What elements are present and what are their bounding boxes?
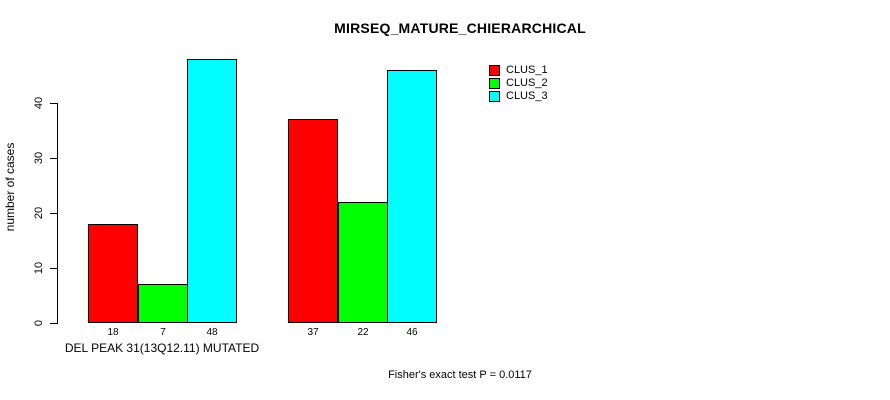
legend-item: CLUS_3 bbox=[489, 90, 548, 103]
legend-item: CLUS_1 bbox=[489, 64, 548, 77]
chart-title: MIRSEQ_MATURE_CHIERARCHICAL bbox=[334, 20, 586, 36]
y-axis-line bbox=[57, 103, 58, 324]
bar-clus_1-group2 bbox=[288, 119, 338, 323]
bar-value-label: 22 bbox=[357, 327, 369, 338]
legend: CLUS_1 CLUS_2 CLUS_3 bbox=[489, 64, 548, 103]
bar-value-label: 37 bbox=[307, 327, 319, 338]
bar-value-label: 46 bbox=[406, 327, 418, 338]
y-axis-tick-label: 40 bbox=[33, 96, 45, 110]
bar-clus_2-group1 bbox=[138, 284, 188, 323]
legend-swatch-icon bbox=[489, 65, 500, 76]
bar-clus_3-group2 bbox=[387, 70, 437, 323]
y-axis-tick-label: 10 bbox=[33, 261, 45, 275]
y-axis-tick bbox=[50, 323, 57, 324]
bar-clus_2-group2 bbox=[338, 202, 388, 323]
y-axis-tick bbox=[50, 268, 57, 269]
y-axis-tick-label: 0 bbox=[33, 319, 45, 327]
legend-label: CLUS_1 bbox=[506, 64, 548, 76]
legend-swatch-icon bbox=[489, 91, 500, 102]
legend-label: CLUS_3 bbox=[506, 90, 548, 102]
y-axis-label: number of cases bbox=[3, 142, 17, 232]
y-axis-tick bbox=[50, 158, 57, 159]
annotation-text: Fisher's exact test P = 0.0117 bbox=[388, 369, 532, 381]
y-axis-tick-label: 30 bbox=[33, 151, 45, 165]
legend-swatch-icon bbox=[489, 78, 500, 89]
bar-value-label: 48 bbox=[206, 327, 218, 338]
x-axis-group-label: DEL PEAK 31(13Q12.11) MUTATED bbox=[64, 341, 260, 355]
y-axis-tick bbox=[50, 213, 57, 214]
bar-clus_1-group1 bbox=[88, 224, 138, 323]
y-axis-tick bbox=[50, 103, 57, 104]
bar-value-label: 18 bbox=[107, 327, 119, 338]
bar-value-label: 7 bbox=[160, 327, 166, 338]
legend-label: CLUS_2 bbox=[506, 77, 548, 89]
y-axis-tick-label: 20 bbox=[33, 206, 45, 220]
bar-clus_3-group1 bbox=[187, 59, 237, 323]
legend-item: CLUS_2 bbox=[489, 77, 548, 90]
